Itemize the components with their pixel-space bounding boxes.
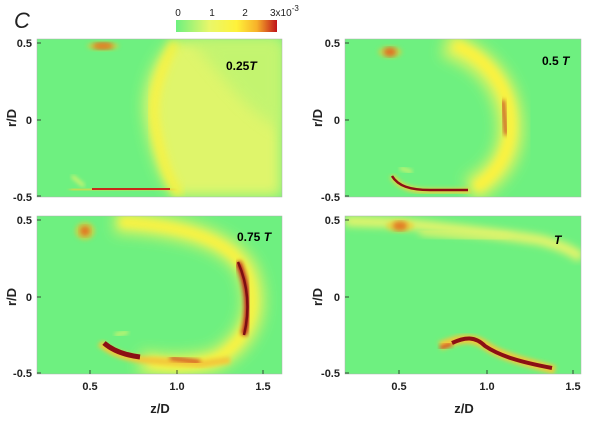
y-tick-label: 0.5 bbox=[325, 38, 340, 50]
top-vortex-halo bbox=[87, 42, 119, 50]
x-tick-label: 0.5 bbox=[391, 381, 406, 393]
time-period: T bbox=[562, 54, 571, 68]
colorbar-max-label: 3x10 bbox=[270, 8, 292, 19]
vortex-ring-core bbox=[452, 40, 516, 193]
bottom-shear-core bbox=[451, 336, 553, 370]
x-tick-label: 1.5 bbox=[255, 381, 270, 393]
panel-0-25T: 0.25T 0.5 0 -0.5 r/D bbox=[4, 38, 283, 204]
panel-letter: C bbox=[14, 8, 30, 33]
time-label: 0.25T bbox=[226, 59, 258, 73]
time-value: 0.25 bbox=[226, 59, 250, 73]
bottom-shear-spot bbox=[169, 356, 201, 364]
y-tick-label: 0.5 bbox=[17, 38, 32, 50]
x-tick-marks bbox=[398, 370, 574, 374]
time-label: T bbox=[554, 233, 563, 247]
y-tick-marks bbox=[345, 42, 349, 197]
ring-peak-core bbox=[236, 261, 249, 336]
top-vortex-halo bbox=[75, 222, 95, 240]
bottom-streak bbox=[71, 174, 85, 188]
panel-0-75T: 0.75 T 0.5 0 -0.5 r/D 0.5 1.0 1.5 z/D bbox=[4, 215, 283, 416]
y-tick-label: -0.5 bbox=[321, 192, 340, 204]
colorbar-tick-0: 0 bbox=[175, 8, 181, 19]
y-tick-marks bbox=[37, 219, 41, 374]
panel-frame bbox=[36, 215, 283, 375]
x-tick-label: 0.5 bbox=[82, 381, 97, 393]
bottom-shear-core bbox=[390, 175, 468, 192]
vortex-ring-core bbox=[148, 39, 185, 197]
y-axis-label: r/D bbox=[310, 288, 325, 306]
y-tick-marks bbox=[37, 42, 41, 197]
top-vortex-halo bbox=[386, 220, 414, 232]
bottom-shear-spot bbox=[439, 342, 453, 350]
time-value: 0.75 bbox=[237, 230, 264, 244]
y-tick-label: 0.5 bbox=[325, 215, 340, 227]
y-tick-marks bbox=[345, 219, 349, 374]
top-vortex-halo bbox=[378, 46, 402, 58]
time-label: 0.75 T bbox=[237, 230, 273, 244]
colorbar-tick-2: 2 bbox=[242, 8, 248, 19]
top-shear-streak bbox=[419, 229, 511, 241]
colorbar-tick-1: 1 bbox=[209, 8, 215, 19]
x-tick-label: 1.0 bbox=[479, 381, 494, 393]
colorbar-max-exponent: -3 bbox=[292, 4, 300, 13]
y-tick-label: 0 bbox=[334, 115, 340, 127]
x-tick-marks bbox=[89, 370, 264, 374]
time-value: 0.5 bbox=[542, 54, 562, 68]
time-period: T bbox=[249, 59, 258, 73]
y-axis-label: r/D bbox=[4, 109, 19, 127]
colorbar-tick-max: 3x10-3 bbox=[270, 4, 299, 19]
y-tick-label: 0 bbox=[26, 292, 32, 304]
y-tick-label: -0.5 bbox=[13, 192, 32, 204]
bottom-streak bbox=[114, 330, 129, 337]
bottom-shear-core bbox=[102, 341, 141, 360]
panel-frame bbox=[36, 38, 283, 198]
time-period: T bbox=[554, 233, 563, 247]
x-tick-label: 1.0 bbox=[169, 381, 184, 393]
top-shear-layer bbox=[345, 216, 581, 262]
panel-frame bbox=[344, 38, 582, 198]
panel-T: T 0.5 0 -0.5 r/D 0.5 1.0 1.5 z/D bbox=[310, 215, 582, 416]
vortex-ring-band-fade bbox=[190, 39, 282, 130]
time-label: 0.5 T bbox=[542, 54, 571, 68]
y-tick-label: 0 bbox=[334, 292, 340, 304]
x-axis-label: z/D bbox=[150, 401, 170, 416]
panel-0-5T: 0.5 T 0.5 0 -0.5 r/D bbox=[310, 38, 582, 204]
ring-peak-streak bbox=[501, 99, 508, 136]
y-tick-label: 0.5 bbox=[17, 215, 32, 227]
colorbar-gradient bbox=[176, 20, 277, 32]
colorbar: 0 1 2 3x10-3 bbox=[175, 4, 299, 32]
bottom-streak bbox=[399, 166, 413, 174]
y-axis-label: r/D bbox=[310, 109, 325, 127]
y-tick-label: -0.5 bbox=[13, 368, 32, 380]
y-axis-label: r/D bbox=[4, 288, 19, 306]
y-tick-label: 0 bbox=[26, 115, 32, 127]
x-tick-label: 1.5 bbox=[565, 381, 580, 393]
time-period: T bbox=[264, 230, 273, 244]
y-tick-label: -0.5 bbox=[321, 368, 340, 380]
panel-frame bbox=[344, 215, 582, 375]
x-axis-label: z/D bbox=[454, 401, 474, 416]
